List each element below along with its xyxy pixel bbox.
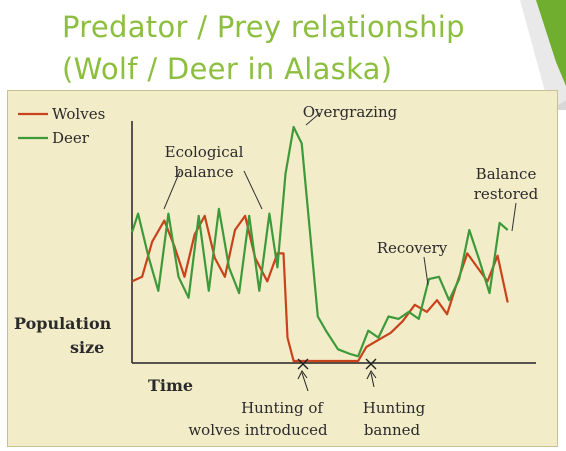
marker-hunting-introduced [297, 358, 309, 392]
corner-accent-decoration [520, 0, 566, 110]
y-axis-label-line-2: size [70, 338, 104, 357]
overgrazing-pointer [305, 112, 321, 126]
annotation-hunting-line-2: wolves introduced [188, 421, 328, 439]
annotation-balance-line-2: restored [474, 185, 539, 203]
ecological-pointer-right [243, 170, 263, 210]
series-line-deer [130, 125, 509, 358]
legend-label-wolves: Wolves [52, 105, 105, 123]
population-chart: Wolves Deer Population size Time Overgra… [14, 103, 539, 439]
slide-title: Predator / Prey relationship (Wolf / Dee… [62, 6, 502, 90]
balance-pointer [511, 202, 517, 232]
annotation-ecological-line-1: Ecological [165, 143, 244, 161]
slide-title-line-1: Predator / Prey relationship [62, 10, 465, 44]
recovery-pointer [423, 256, 429, 286]
annotation-recovery: Recovery [377, 239, 448, 257]
marker-hunting-banned [365, 358, 377, 388]
y-axis-label-line-1: Population [14, 314, 112, 333]
annotation-hunting-line-1: Hunting of [241, 399, 324, 417]
annotation-ecological-line-2: balance [174, 163, 233, 181]
annotation-balance-line-1: Balance [476, 165, 537, 183]
annotation-banned-line-2: banned [364, 421, 421, 439]
x-axis-label: Time [148, 376, 193, 395]
series-line-wolves [131, 214, 509, 363]
ecological-pointer-left [163, 170, 181, 210]
annotation-overgrazing: Overgrazing [303, 103, 398, 121]
slide-title-line-2: (Wolf / Deer in Alaska) [62, 52, 393, 86]
chart-figure: Wolves Deer Population size Time Overgra… [7, 90, 558, 447]
annotation-banned-line-1: Hunting [363, 399, 426, 417]
legend-label-deer: Deer [52, 129, 90, 147]
